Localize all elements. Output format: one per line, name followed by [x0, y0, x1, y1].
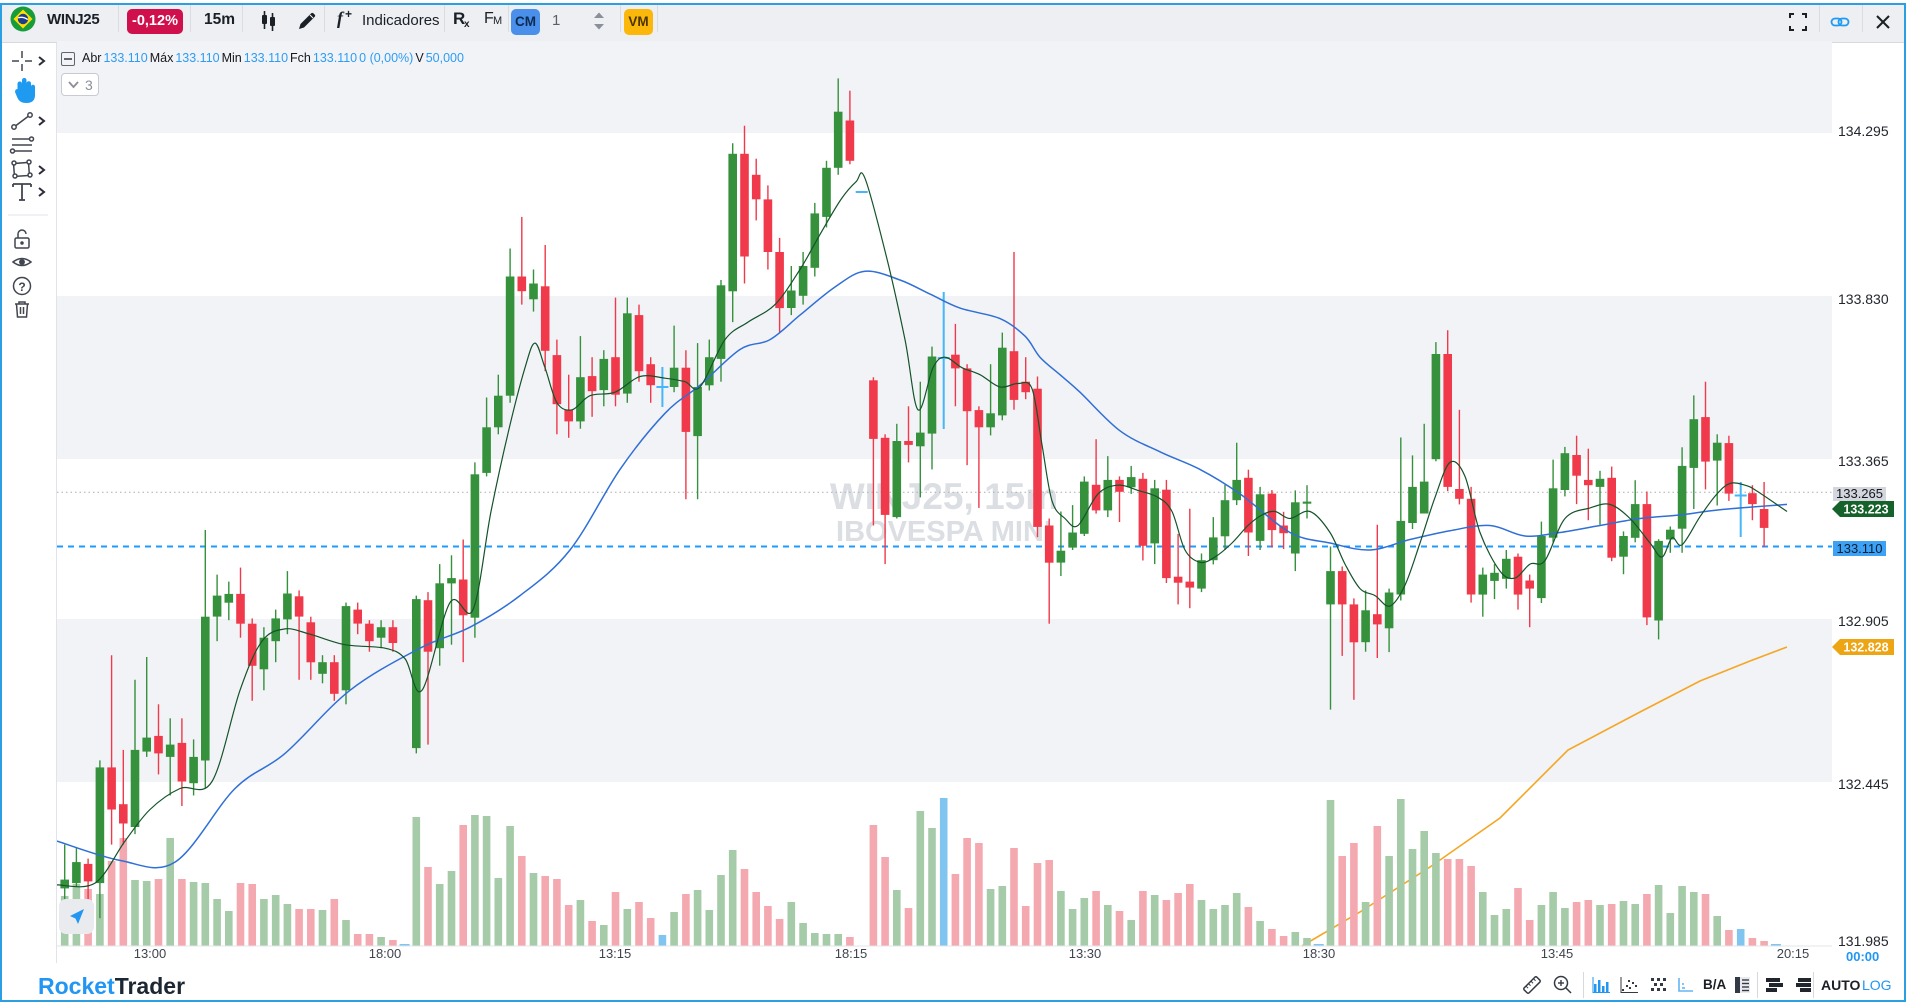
svg-text:13:00: 13:00: [134, 946, 167, 961]
svg-text:18:30: 18:30: [1303, 946, 1336, 961]
svg-text:18:00: 18:00: [369, 946, 402, 961]
svg-text:132.828: 132.828: [1843, 641, 1888, 655]
svg-text:13:30: 13:30: [1069, 946, 1102, 961]
svg-text:WINJ25, 15m: WINJ25, 15m: [830, 476, 1058, 517]
svg-text:?: ?: [18, 280, 25, 294]
svg-text:IBOVESPA MINI: IBOVESPA MINI: [836, 516, 1052, 548]
svg-text:13:45: 13:45: [1541, 946, 1574, 961]
svg-text:133.223: 133.223: [1843, 503, 1888, 517]
svg-text:18:15: 18:15: [835, 946, 868, 961]
svg-text:13:15: 13:15: [599, 946, 632, 961]
svg-text:20:15: 20:15: [1777, 946, 1810, 961]
